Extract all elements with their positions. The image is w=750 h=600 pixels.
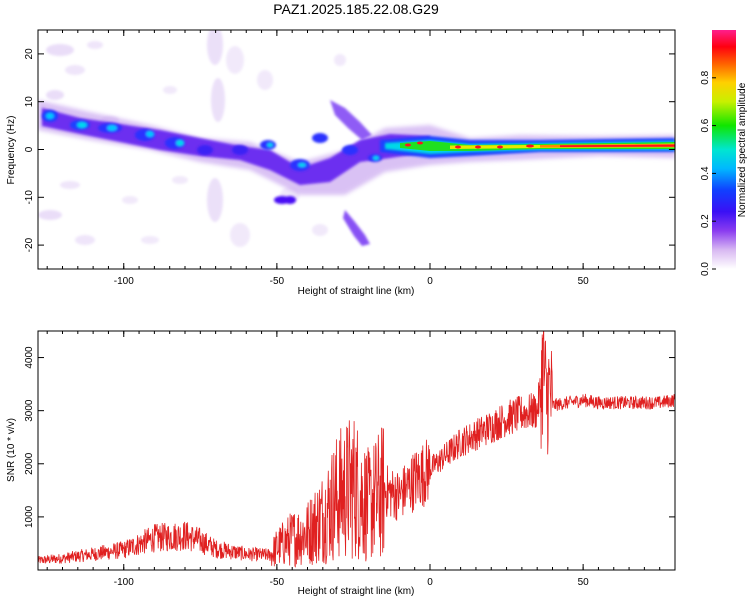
y-tick-label: 2000 [24,452,35,475]
snr-y-ticks: 1000 2000 3000 4000 [24,346,675,528]
spectrogram-plot-area [38,30,675,247]
spectrogram-x-ticks: -100 -50 0 50 [46,30,676,287]
colorbar-label: Normalized spectral amplitude [737,82,748,217]
snr-border [37,330,676,571]
x-tick-label: 50 [578,276,590,287]
colorbar: 0.0 0.2 0.4 0.6 0.8 Normalized spectral ampl… [700,30,748,276]
x-tick-label: -100 [114,577,134,588]
spectrogram-ylabel: Frequency (Hz) [6,116,17,185]
y-tick-label: 0 [24,146,35,152]
snr-x-ticks: -100 -50 0 50 [46,331,676,588]
x-tick-label: 50 [578,577,590,588]
colorbar-ticks: 0.0 0.2 0.4 0.6 0.8 [700,70,716,276]
colorbar-tick-label: 0.8 [700,70,711,84]
figure-title: PAZ1.2025.185.22.08.G29 [273,1,439,17]
x-tick-label: 0 [427,577,433,588]
y-tick-label: 4000 [24,346,35,369]
ridge-bright [380,136,675,158]
snr-ylabel: SNR (10 * v/v) [6,418,17,482]
ridge-branch-lower [343,210,370,246]
colorbar-tick-label: 0.0 [700,262,711,276]
colorbar-gradient [712,30,736,269]
colorbar-tick-label: 0.2 [700,214,711,228]
spectrogram-xlabel: Height of straight line (km) [298,286,415,297]
x-tick-label: -50 [270,577,285,588]
snr-panel: -100 -50 0 50 1000 2000 3000 4000 Height of st… [6,330,676,597]
x-tick-label: -100 [114,276,134,287]
colorbar-tick-label: 0.6 [700,118,711,132]
x-tick-label: -50 [270,276,285,287]
y-tick-label: -10 [24,190,35,205]
y-tick-label: 1000 [24,505,35,528]
snr-xlabel: Height of straight line (km) [298,586,415,597]
ridge-branch-upper [330,100,372,140]
colorbar-tick-label: 0.4 [700,166,711,180]
y-tick-label: 3000 [24,399,35,422]
y-tick-label: 10 [24,96,35,108]
ridge-clumps [42,110,382,204]
y-tick-label: -20 [24,237,35,252]
snr-series-line [38,331,675,568]
x-tick-label: 0 [427,276,433,287]
y-tick-label: 20 [24,48,35,60]
spectrogram-y-ticks: -20 -10 0 10 20 [24,48,675,252]
